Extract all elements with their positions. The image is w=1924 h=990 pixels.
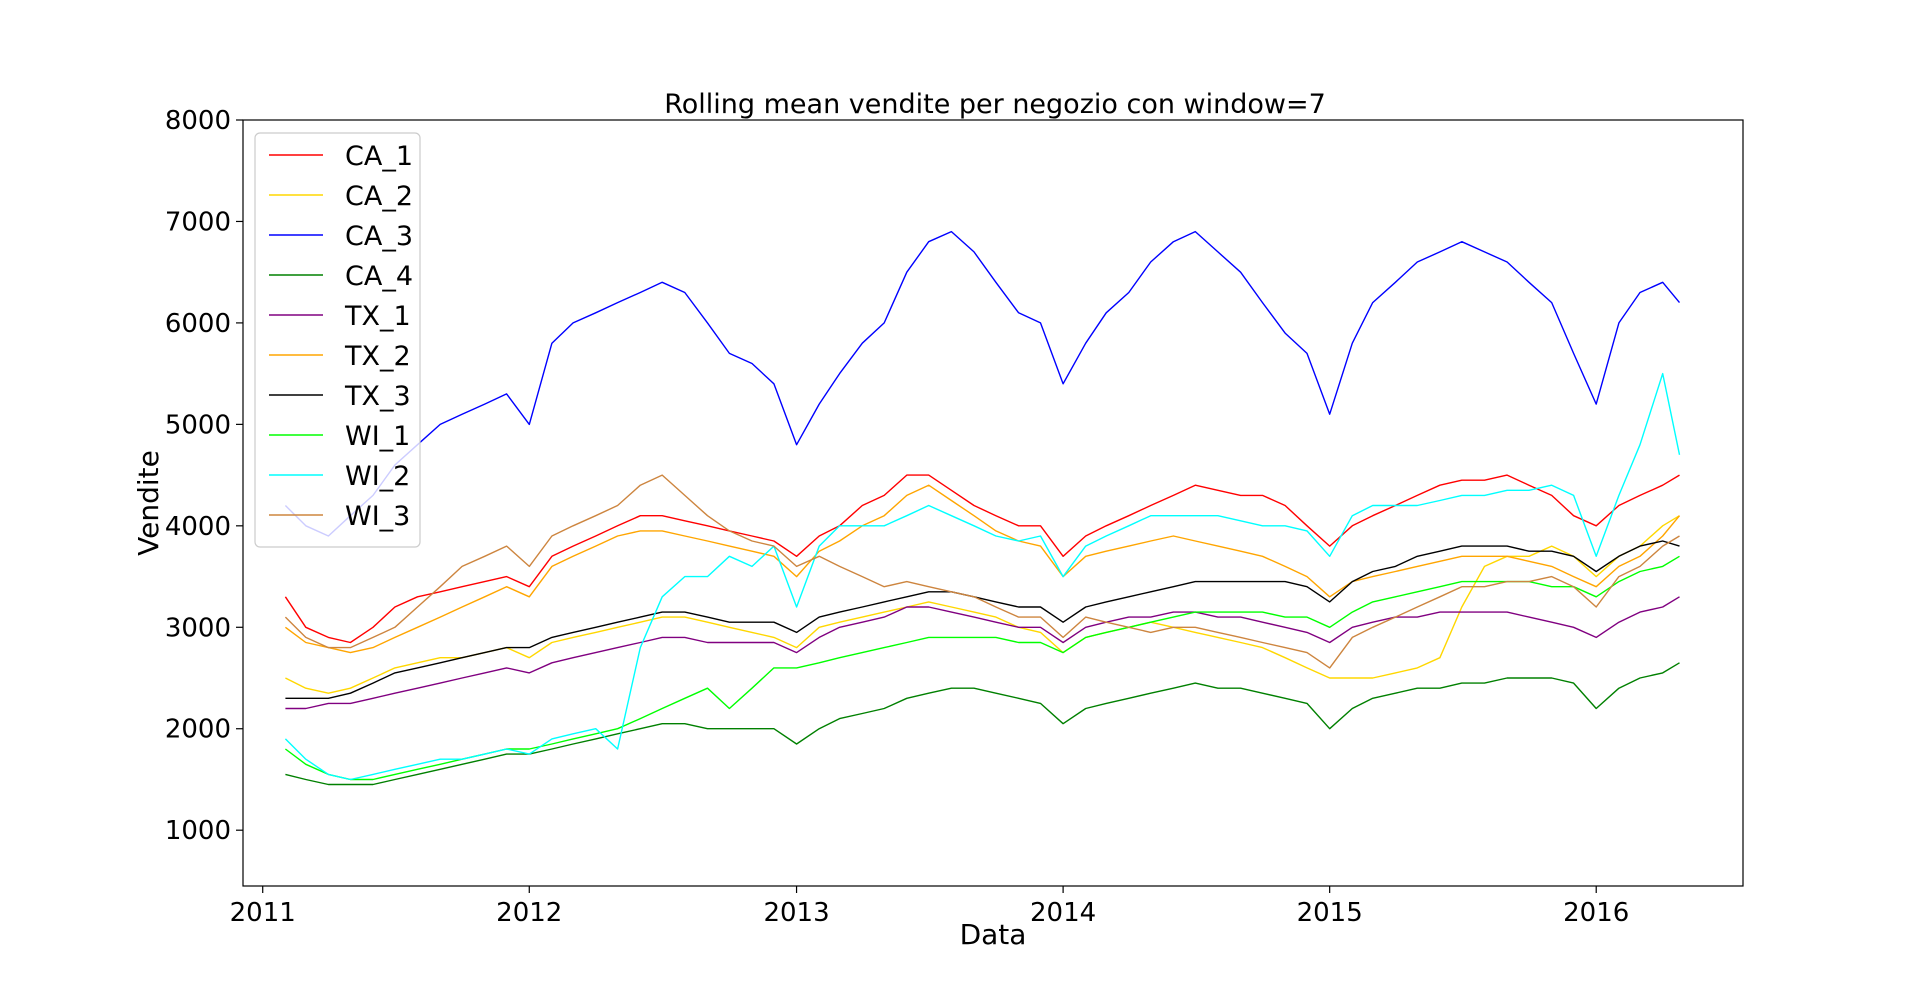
series-line-ca-4 (285, 662, 1680, 786)
y-tick-label: 8000 (165, 106, 231, 136)
series-line-ca-1 (284, 474, 1680, 644)
legend-label: WI_3 (345, 501, 410, 532)
x-tick-label: 2011 (230, 898, 296, 928)
plot-frame (242, 119, 1744, 887)
series-line-wi-3 (284, 474, 1680, 669)
x-tick-label: 2012 (496, 898, 562, 928)
x-axis-title: Data (960, 918, 1027, 951)
legend-label: WI_2 (345, 461, 410, 492)
x-tick-label: 2014 (1030, 898, 1096, 928)
y-tick-label: 6000 (165, 309, 231, 339)
series-line-wi-1 (284, 555, 1680, 781)
legend-label: TX_1 (344, 301, 411, 332)
x-axis: 2011 2012 2013 2014 2015 2016 (230, 886, 1629, 928)
legend-label: WI_1 (345, 421, 410, 452)
legend-label: CA_1 (345, 141, 413, 172)
legend-label: TX_3 (344, 381, 411, 412)
series-line-ca-2 (285, 515, 1680, 694)
series-line-wi-2 (284, 372, 1681, 781)
y-tick-label: 1000 (165, 816, 231, 846)
series-line-tx-2 (284, 484, 1681, 654)
x-tick-label: 2015 (1297, 898, 1363, 928)
x-tick-label: 2013 (763, 898, 829, 928)
legend-label: CA_3 (345, 221, 413, 252)
y-tick-label: 5000 (165, 410, 231, 440)
legend-frame (254, 132, 421, 548)
legend-label: CA_2 (345, 181, 413, 212)
x-tick-label: 2016 (1563, 898, 1629, 928)
chart-title: Rolling mean vendite per negozio con win… (664, 89, 1326, 120)
legend-label: CA_4 (345, 261, 413, 292)
legend-label: TX_2 (344, 341, 411, 372)
y-axis-title: Vendite (132, 450, 165, 556)
series-line-tx-3 (285, 540, 1680, 699)
y-tick-label: 4000 (165, 512, 231, 542)
series-line-tx-1 (285, 596, 1680, 710)
series-line-ca-3 (284, 230, 1681, 537)
y-tick-label: 2000 (165, 715, 231, 745)
y-tick-label: 7000 (165, 207, 231, 237)
legend: CA_1 CA_2 CA_3 CA_4 TX_1 TX_2 TX_3 WI_1 WI_2 WI_3 (254, 132, 421, 548)
y-tick-label: 3000 (165, 613, 231, 643)
plot-series-group (284, 230, 1681, 786)
y-axis: 1000 2000 3000 4000 5000 6000 7000 8000 (165, 106, 243, 846)
